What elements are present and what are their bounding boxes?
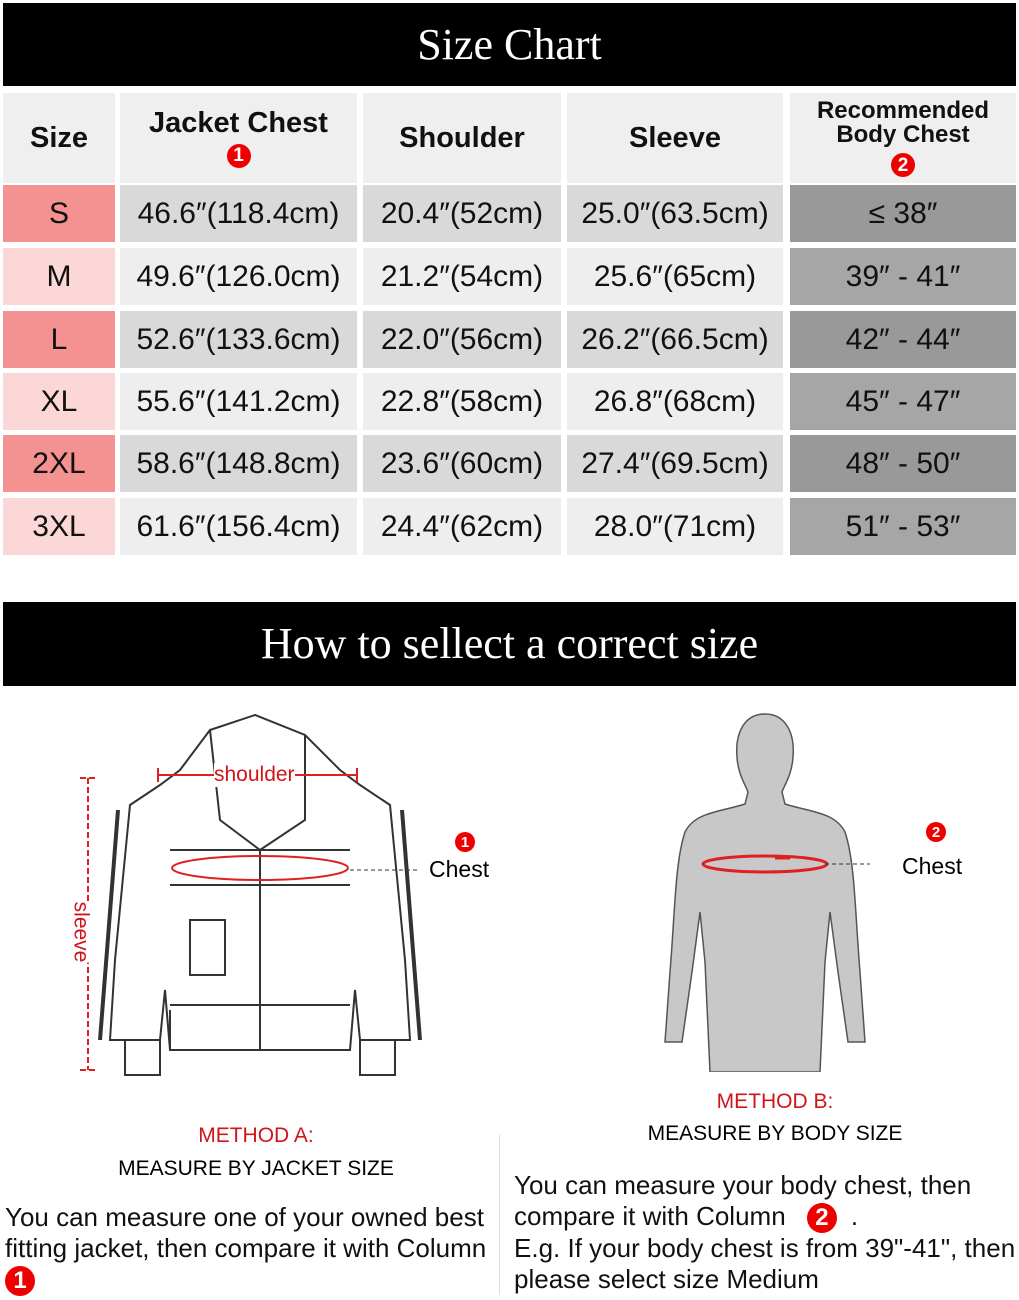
method-b-subtitle: MEASURE BY BODY SIZE [647,1122,903,1145]
column-1-badge: 1 [5,1265,35,1296]
body-silhouette [664,713,870,1072]
cell-size: S [3,185,115,242]
header-jacket-chest: Jacket Chest 1 [120,93,357,183]
header-label: Size [29,121,89,154]
cell-sleeve: 26.2″(66.5cm) [567,311,783,368]
header-label: Sleeve [629,121,721,154]
cell-recommended-body-chest: ≤ 38″ [790,185,1016,242]
cell-jacket-chest: 52.6″(133.6cm) [120,311,357,368]
header-label: Jacket Chest [149,106,328,139]
cell-shoulder: 21.2″(54cm) [363,248,561,305]
cell-size: 3XL [3,498,115,555]
method-b-example: E.g. If your body chest is from 39"-41",… [514,1232,1016,1294]
cell-sleeve: 25.0″(63.5cm) [567,185,783,242]
method-a-text: You can measure one of your owned best f… [5,1202,495,1296]
header-shoulder: Shoulder [363,93,561,183]
body-chest-badge: 2 [926,822,946,842]
cell-recommended-body-chest: 51″ - 53″ [790,498,1016,555]
cell-sleeve: 25.6″(65cm) [567,248,783,305]
method-b-title: METHOD B: [716,1090,834,1113]
cell-shoulder: 20.4″(52cm) [363,185,561,242]
header-label: Recommended Body Chest [816,97,990,148]
cell-recommended-body-chest: 48″ - 50″ [790,435,1016,492]
sleeve-label: sleeve [68,901,93,963]
column-badge: 1 [226,143,251,168]
cell-size: M [3,248,115,305]
divider [499,1135,500,1295]
jacket-chest-label: Chest [429,856,490,882]
cell-recommended-body-chest: 42″ - 44″ [790,311,1016,368]
size-chart-title: Size Chart [3,3,1016,86]
cell-shoulder: 22.0″(56cm) [363,311,561,368]
cell-jacket-chest: 46.6″(118.4cm) [120,185,357,242]
guide-title: How to sellect a correct size [3,602,1016,686]
cell-recommended-body-chest: 39″ - 41″ [790,248,1016,305]
shoulder-label: shoulder [214,763,295,787]
cell-sleeve: 28.0″(71cm) [567,498,783,555]
cell-size: L [3,311,115,368]
method-a-title: METHOD A: [198,1124,314,1147]
header-size: Size [3,93,115,183]
header-recommended-body-chest: Recommended Body Chest 2 [790,93,1016,183]
cell-shoulder: 22.8″(58cm) [363,373,561,430]
jacket-chest-badge: 1 [455,832,475,852]
header-sleeve: Sleeve [567,93,783,183]
cell-jacket-chest: 49.6″(126.0cm) [120,248,357,305]
cell-jacket-chest: 58.6″(148.8cm) [120,435,357,492]
cell-jacket-chest: 61.6″(156.4cm) [120,498,357,555]
cell-size: 2XL [3,435,115,492]
cell-size: XL [3,373,115,430]
column-2-badge: 2 [806,1202,837,1233]
cell-recommended-body-chest: 45″ - 47″ [790,373,1016,430]
method-b-description: You can measure your body chest, then co… [514,1170,972,1231]
method-a-description: You can measure one of your owned best f… [5,1202,487,1263]
cell-sleeve: 27.4″(69.5cm) [567,435,783,492]
method-a-subtitle: MEASURE BY JACKET SIZE [118,1157,394,1180]
cell-shoulder: 24.4″(62cm) [363,498,561,555]
cell-shoulder: 23.6″(60cm) [363,435,561,492]
column-badge: 2 [891,153,915,177]
method-b-text: You can measure your body chest, then co… [514,1170,1019,1295]
header-label: Shoulder [399,121,525,154]
method-b-period: . [850,1201,859,1231]
cell-sleeve: 26.8″(68cm) [567,373,783,430]
body-chest-label: Chest [902,853,963,879]
cell-jacket-chest: 55.6″(141.2cm) [120,373,357,430]
